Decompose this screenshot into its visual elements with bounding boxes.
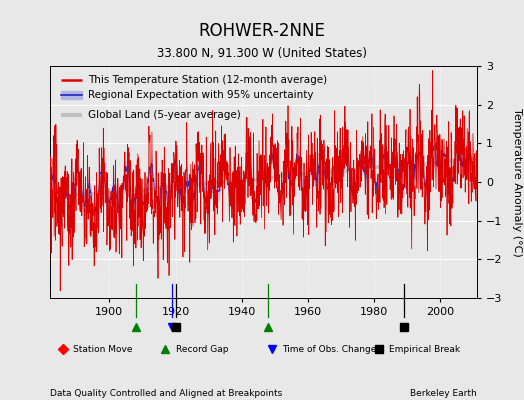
Text: Berkeley Earth: Berkeley Earth [410, 389, 477, 398]
Text: ROHWER-2NNE: ROHWER-2NNE [199, 22, 325, 40]
Text: Station Move: Station Move [73, 345, 133, 354]
Text: Empirical Break: Empirical Break [389, 345, 461, 354]
Text: 33.800 N, 91.300 W (United States): 33.800 N, 91.300 W (United States) [157, 47, 367, 60]
Text: This Temperature Station (12-month average): This Temperature Station (12-month avera… [88, 76, 327, 86]
Text: Data Quality Controlled and Aligned at Breakpoints: Data Quality Controlled and Aligned at B… [50, 389, 282, 398]
Text: Record Gap: Record Gap [176, 345, 228, 354]
Text: Regional Expectation with 95% uncertainty: Regional Expectation with 95% uncertaint… [88, 90, 313, 100]
Y-axis label: Temperature Anomaly (°C): Temperature Anomaly (°C) [512, 108, 522, 256]
Text: Time of Obs. Change: Time of Obs. Change [282, 345, 377, 354]
Text: Global Land (5-year average): Global Land (5-year average) [88, 110, 241, 120]
